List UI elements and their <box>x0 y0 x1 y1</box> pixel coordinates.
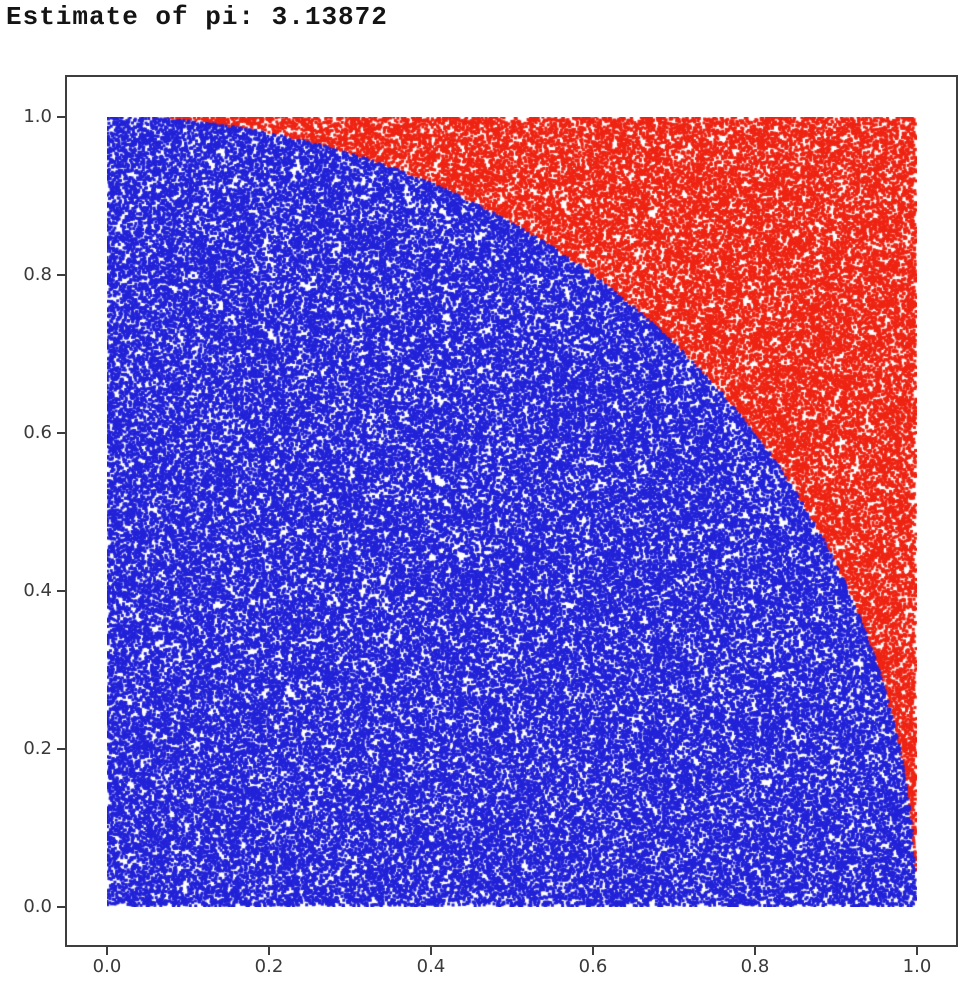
y-tick-mark <box>57 906 65 908</box>
x-tick-label: 0.4 <box>416 956 446 977</box>
y-tick-label: 0.0 <box>23 896 52 917</box>
y-tick-mark <box>57 274 65 276</box>
x-tick-mark <box>592 947 594 955</box>
monte-carlo-scatter-canvas <box>107 117 917 907</box>
x-tick-label: 0.2 <box>254 956 284 977</box>
x-tick-label: 0.8 <box>740 956 770 977</box>
y-tick-mark <box>57 590 65 592</box>
y-tick-mark <box>57 116 65 118</box>
y-tick-label: 0.8 <box>23 264 52 285</box>
y-tick-label: 0.4 <box>23 580 52 601</box>
x-tick-label: 0.0 <box>92 956 122 977</box>
x-tick-label: 1.0 <box>902 956 932 977</box>
x-tick-mark <box>916 947 918 955</box>
y-tick-mark <box>57 748 65 750</box>
x-tick-mark <box>754 947 756 955</box>
y-tick-label: 0.6 <box>23 422 52 443</box>
x-tick-mark <box>106 947 108 955</box>
y-tick-mark <box>57 432 65 434</box>
pi-estimate-text: Estimate of pi: 3.13872 <box>6 2 388 32</box>
y-tick-label: 1.0 <box>23 106 52 127</box>
y-tick-label: 0.2 <box>23 738 52 759</box>
x-tick-mark <box>430 947 432 955</box>
x-tick-label: 0.6 <box>578 956 608 977</box>
x-tick-mark <box>268 947 270 955</box>
